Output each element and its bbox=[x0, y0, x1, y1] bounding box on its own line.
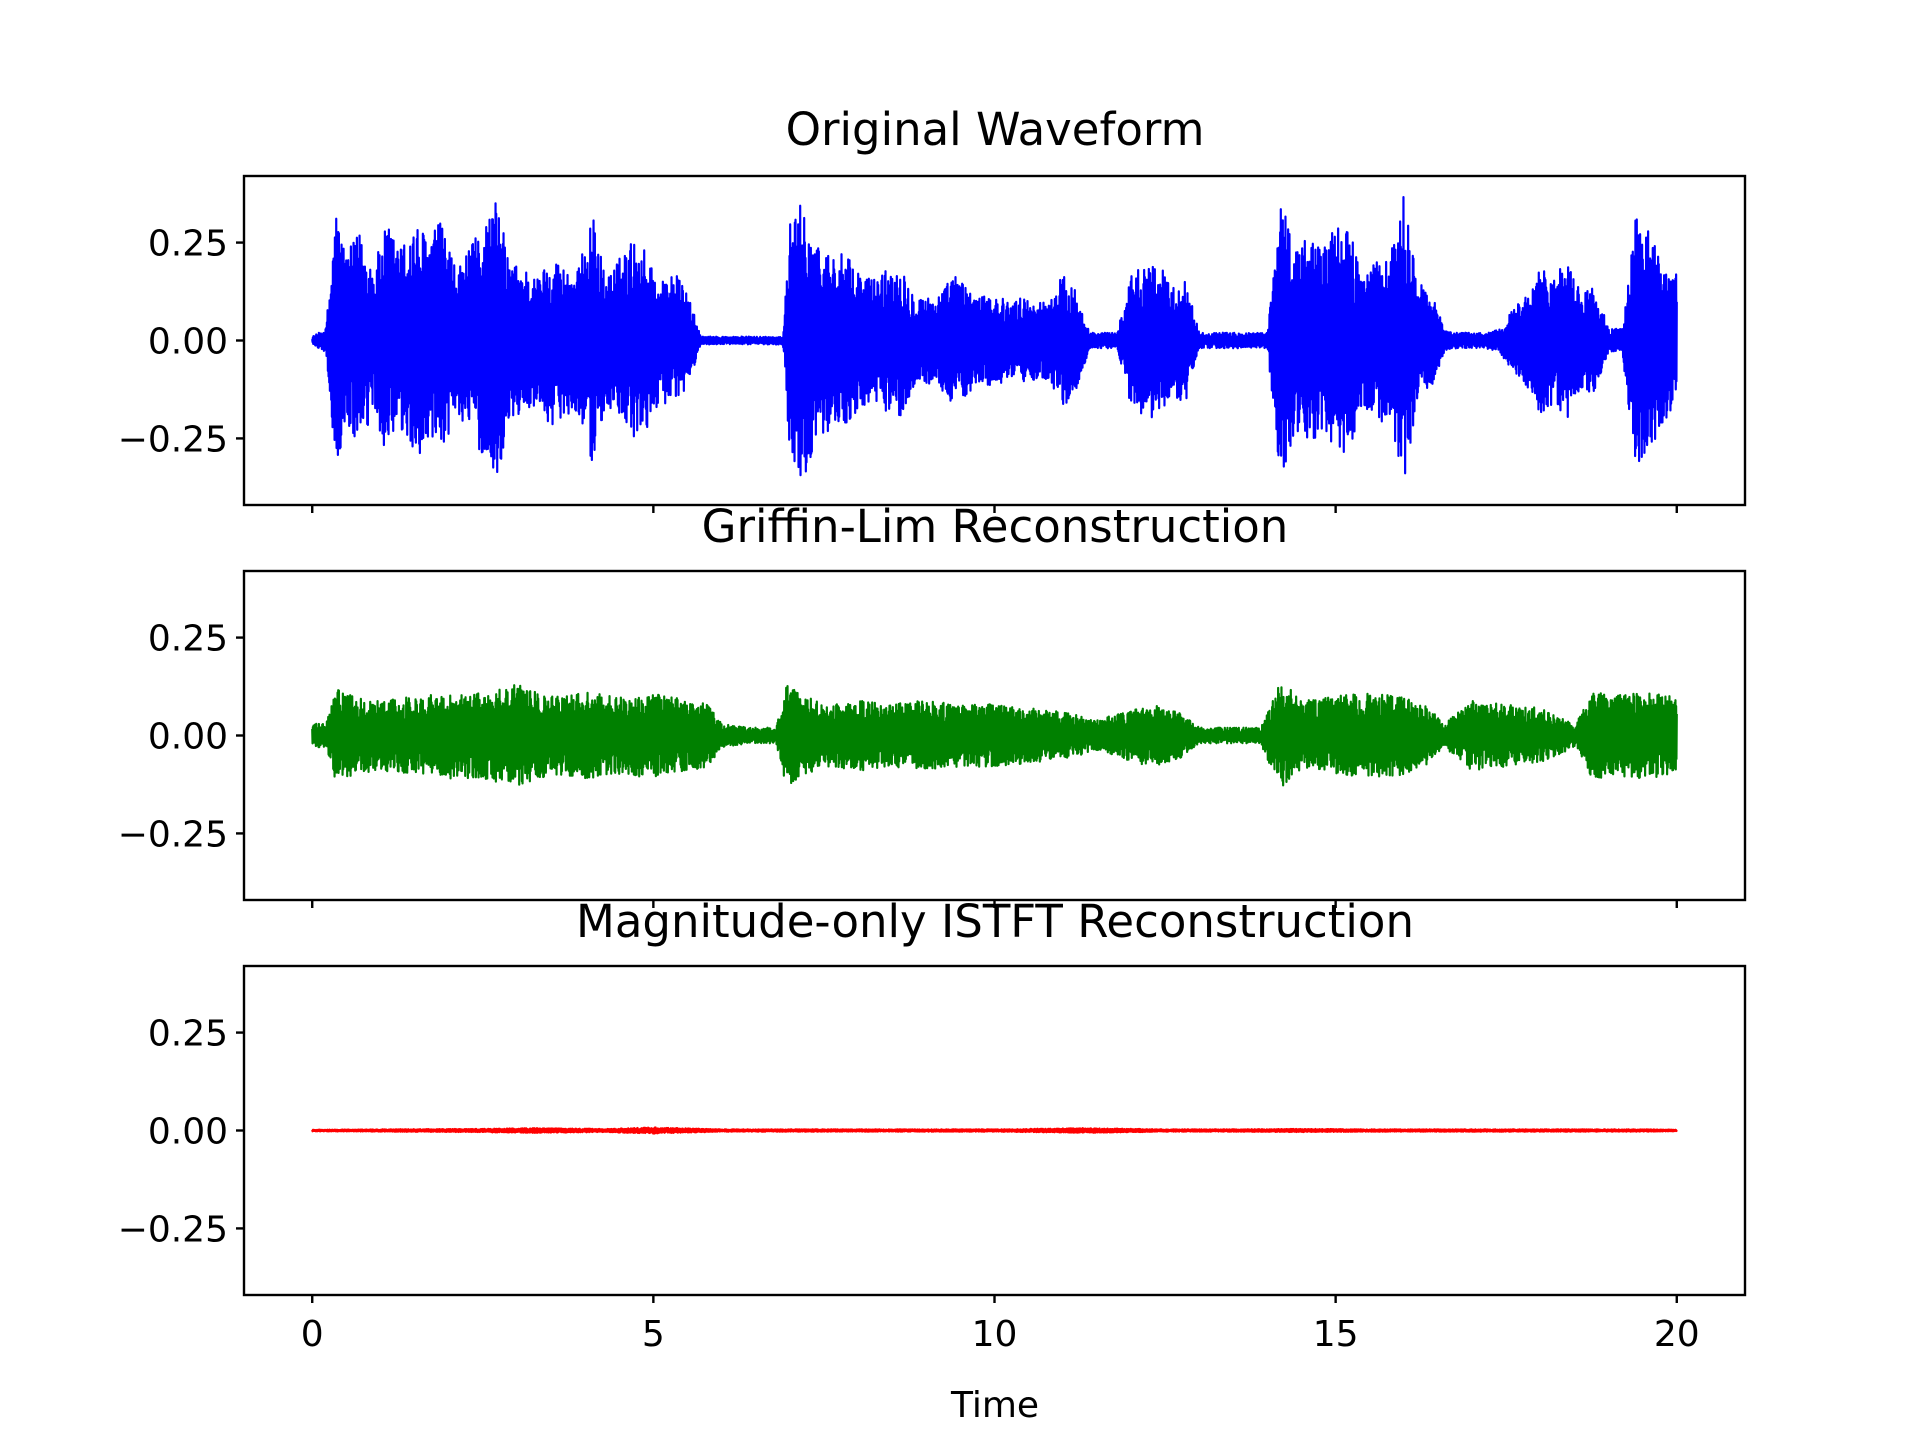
axis-ticks: 0.25 0.00 −0.25 bbox=[118, 619, 1678, 908]
panel-title: Griffin-Lim Reconstruction bbox=[702, 500, 1289, 553]
panel-title: Original Waveform bbox=[786, 103, 1205, 156]
waveform-trace bbox=[311, 684, 1678, 787]
y-tick-label: 0.25 bbox=[148, 224, 228, 265]
y-tick-label: −0.25 bbox=[118, 1209, 228, 1250]
panel-magnitude-istft: 0.25 0.00 −0.25 0 5 10 15 20 Magnitude-only IST… bbox=[118, 895, 1747, 1355]
panel-original-waveform: 0.25 0.00 −0.25 Original Waveform bbox=[118, 103, 1747, 513]
waveform-line bbox=[311, 196, 1678, 477]
y-tick-label: 0.00 bbox=[148, 1112, 228, 1153]
x-tick-label: 5 bbox=[642, 1314, 665, 1355]
x-tick-label: 10 bbox=[972, 1314, 1018, 1355]
x-tick-label: 20 bbox=[1654, 1314, 1700, 1355]
y-tick-label: 0.25 bbox=[148, 1014, 228, 1055]
y-tick-label: 0.00 bbox=[148, 717, 228, 758]
waveform-line bbox=[311, 1126, 1678, 1135]
y-tick-label: 0.25 bbox=[148, 619, 228, 660]
waveform-line bbox=[311, 684, 1678, 787]
y-tick-label: 0.00 bbox=[148, 322, 228, 363]
y-tick-label: −0.25 bbox=[118, 814, 228, 855]
x-axis-label: Time bbox=[950, 1385, 1039, 1426]
panel-griffin-lim: 0.25 0.00 −0.25 Griffin-Lim Reconstruction bbox=[118, 500, 1747, 908]
x-tick-label: 0 bbox=[301, 1314, 324, 1355]
axis-ticks: 0.25 0.00 −0.25 0 5 10 15 20 bbox=[118, 1014, 1700, 1355]
waveform-trace bbox=[311, 196, 1678, 477]
x-tick-label: 15 bbox=[1313, 1314, 1359, 1355]
waveform-trace bbox=[311, 1126, 1678, 1135]
y-tick-label: −0.25 bbox=[118, 419, 228, 460]
axis-ticks: 0.25 0.00 −0.25 bbox=[118, 224, 1678, 513]
panel-title: Magnitude-only ISTFT Reconstruction bbox=[576, 895, 1414, 948]
